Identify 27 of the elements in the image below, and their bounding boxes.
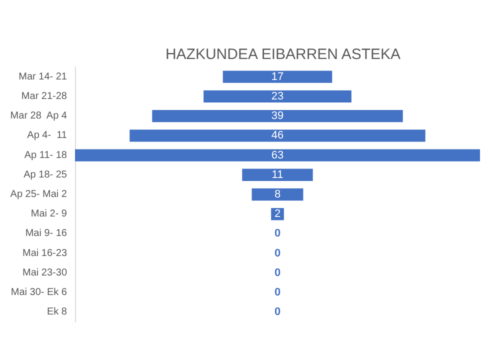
category-label: Mai 2- 9 bbox=[30, 208, 68, 220]
data-label: 0 bbox=[274, 306, 281, 318]
category-label: Mar 28 Ap 4 bbox=[10, 110, 68, 122]
data-label: 0 bbox=[274, 286, 281, 299]
text: HAZKUNDEA EIBARREN ASTEKA bbox=[165, 46, 401, 63]
category-label: Ap 11- 18 bbox=[24, 150, 68, 161]
data-label: 39 bbox=[271, 110, 284, 122]
category-label: Mai 9- 16 bbox=[25, 228, 68, 240]
data-label: 2 bbox=[274, 208, 281, 220]
data-label: 63 bbox=[271, 149, 284, 162]
data-label: 11 bbox=[272, 168, 284, 181]
category-label: Mar 21-28 bbox=[21, 90, 68, 102]
category-label: Mai 16-23 bbox=[22, 248, 68, 259]
category-label: Ek 8 bbox=[46, 306, 68, 318]
data-label: 46 bbox=[271, 130, 284, 142]
category-label: Ap 18- 25 bbox=[24, 169, 68, 180]
data-label: 8 bbox=[274, 188, 281, 200]
category-label: Mai 23-30 bbox=[22, 267, 68, 278]
data-label: 0 bbox=[274, 266, 281, 279]
category-label: Ap 25- Mai 2 bbox=[10, 189, 68, 200]
category-label: Mai 30- Ek 6 bbox=[10, 287, 68, 298]
data-label: 17 bbox=[271, 70, 284, 83]
category-label: Ap 4- 11 bbox=[27, 130, 68, 142]
data-label: 0 bbox=[274, 247, 281, 260]
data-label: 0 bbox=[274, 228, 281, 240]
category-label: Mar 14- 21 bbox=[18, 71, 68, 82]
data-label: 23 bbox=[271, 90, 284, 102]
